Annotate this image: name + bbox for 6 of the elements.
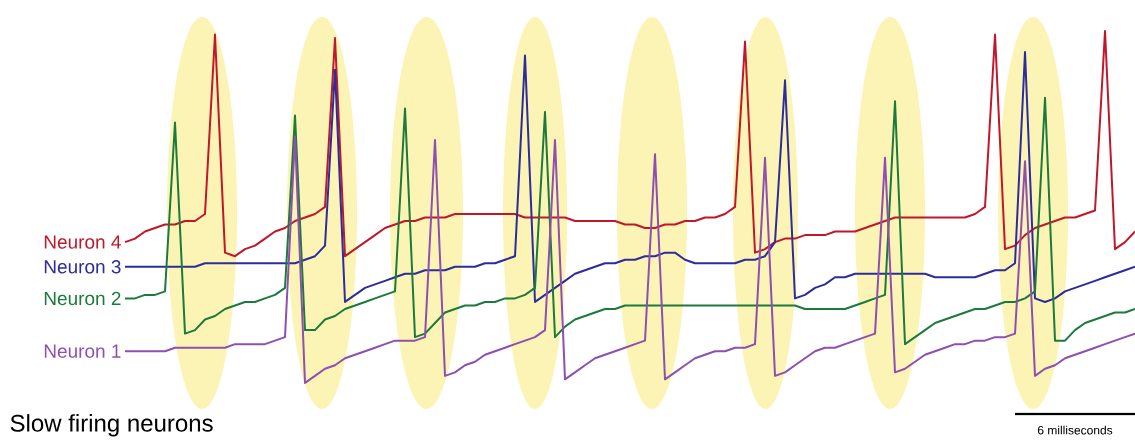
series-label: Neuron 2: [44, 291, 121, 306]
series-label: Neuron 1: [44, 344, 121, 358]
text: 6 milliseconds: [1037, 425, 1113, 435]
text: Slow firing neurons: [10, 414, 213, 437]
series-label: Neuron 4: [44, 235, 121, 249]
series-label: Neuron 3: [44, 260, 121, 274]
